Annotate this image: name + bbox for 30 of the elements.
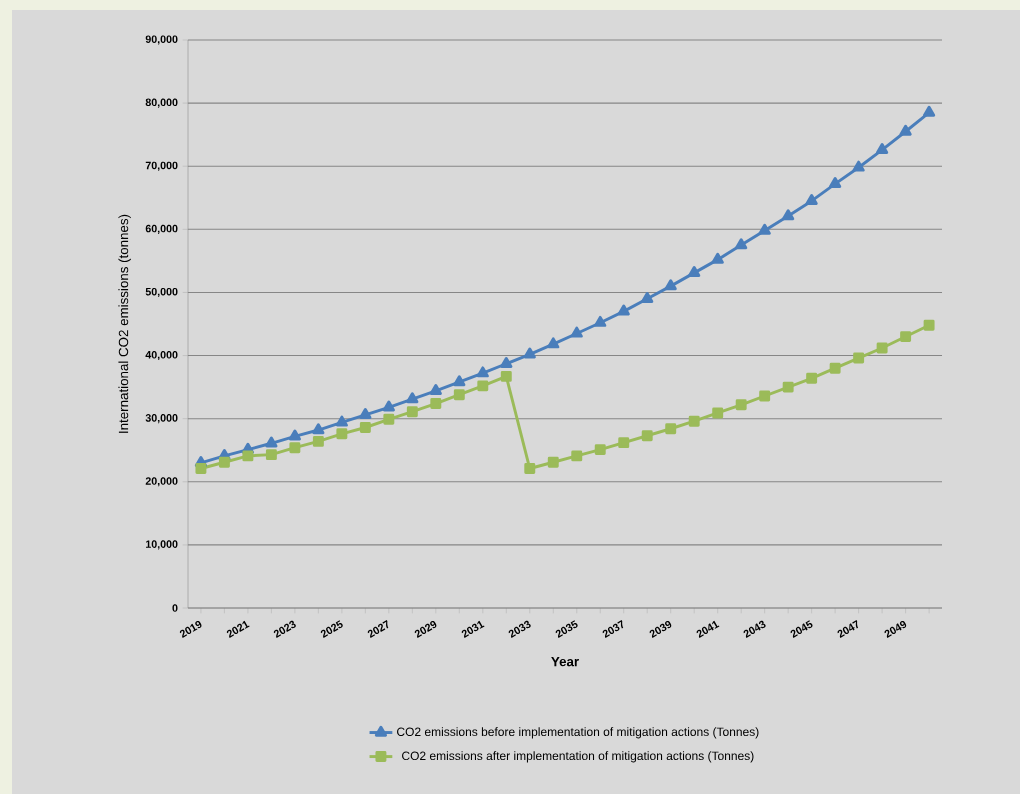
- x-tick-label: 2043: [743, 620, 766, 638]
- x-tick-label: 2025: [320, 620, 343, 638]
- x-tick-label: 2027: [367, 620, 389, 638]
- x-tick-label: 2021: [226, 620, 250, 638]
- x-tick-label: 2019: [179, 620, 202, 638]
- legend-label: CO2 emissions before implementation of mitigation actions (Tonnes): [397, 727, 759, 739]
- x-tick-label: 2047: [837, 620, 859, 638]
- x-tick-label: 2041: [696, 620, 720, 638]
- x-tick-label: 2029: [414, 620, 437, 638]
- x-tick-label: 2045: [790, 620, 813, 638]
- y-tick-label: 90,000: [145, 35, 178, 45]
- y-tick-label: 30,000: [145, 414, 178, 424]
- y-tick-label: 70,000: [145, 161, 178, 171]
- y-tick-label: 60,000: [145, 224, 178, 234]
- x-tick-label: 2035: [555, 620, 578, 638]
- y-axis-title: International CO2 emissions (tonnes): [118, 214, 131, 433]
- x-tick-label: 2023: [273, 620, 296, 638]
- x-tick-label: 2039: [649, 620, 672, 638]
- y-tick-label: 20,000: [145, 477, 178, 487]
- y-tick-label: 40,000: [145, 351, 178, 361]
- x-tick-label: 2031: [461, 620, 485, 638]
- y-tick-label: 50,000: [145, 287, 178, 297]
- x-tick-label: 2033: [508, 620, 531, 638]
- y-tick-label: 10,000: [146, 540, 178, 550]
- x-tick-label: 2049: [884, 620, 907, 638]
- legend-label: CO2 emissions after implementation of mitigation actions (Tonnes): [402, 751, 754, 763]
- x-axis-title: Year: [551, 656, 579, 667]
- x-tick-label: 2037: [602, 620, 624, 638]
- y-tick-label: 80,000: [145, 98, 178, 108]
- y-tick-label: 0: [172, 604, 178, 612]
